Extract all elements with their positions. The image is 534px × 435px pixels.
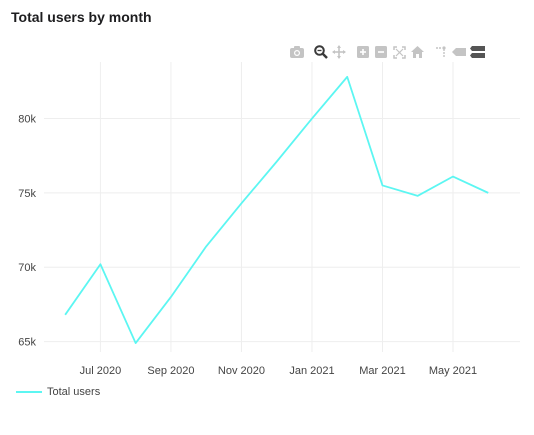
data-point[interactable]	[485, 190, 491, 196]
camera-icon[interactable]	[288, 43, 306, 61]
chart-title: Total users by month	[11, 9, 152, 25]
data-point[interactable]	[133, 340, 139, 346]
legend-item-total-users[interactable]: Total users	[16, 386, 100, 398]
y-tick-label: 75k	[18, 188, 36, 200]
y-tick-label: 65k	[18, 337, 36, 349]
series-layer	[62, 74, 491, 346]
zoom-icon[interactable]	[312, 43, 330, 61]
x-tick-label: May 2021	[429, 365, 477, 377]
zoom-in-icon[interactable]	[354, 43, 372, 61]
data-point[interactable]	[344, 74, 350, 80]
zoom-out-icon[interactable]	[372, 43, 390, 61]
data-point[interactable]	[415, 193, 421, 199]
home-icon[interactable]	[408, 43, 426, 61]
hover-compare-icon[interactable]	[468, 43, 486, 61]
data-point[interactable]	[274, 159, 280, 165]
data-point[interactable]	[238, 200, 244, 206]
spike-lines-icon[interactable]	[432, 43, 450, 61]
x-tick-label: Sep 2020	[147, 365, 194, 377]
legend-swatch	[16, 391, 42, 393]
x-tick-label: Jan 2021	[289, 365, 334, 377]
pan-icon[interactable]	[330, 43, 348, 61]
hover-closest-icon[interactable]	[450, 43, 468, 61]
series-line-total-users[interactable]	[64, 75, 489, 344]
y-axis: 65k 70k 75k 80k	[18, 114, 36, 349]
x-tick-label: Nov 2020	[218, 365, 265, 377]
data-point[interactable]	[379, 182, 385, 188]
x-axis: Jul 2020 Sep 2020 Nov 2020 Jan 2021 Mar 2021…	[80, 365, 478, 377]
x-gridlines	[99, 62, 454, 352]
data-point[interactable]	[168, 294, 174, 300]
y-tick-label: 70k	[18, 262, 36, 274]
y-tick-label: 80k	[18, 114, 36, 126]
legend-label: Total users	[47, 386, 101, 398]
autoscale-icon[interactable]	[390, 43, 408, 61]
x-tick-label: Mar 2021	[359, 365, 405, 377]
y-gridlines	[44, 118, 520, 343]
modebar	[288, 43, 486, 61]
data-point[interactable]	[309, 116, 315, 122]
data-point[interactable]	[97, 261, 103, 267]
data-point[interactable]	[203, 243, 209, 249]
data-point[interactable]	[450, 174, 456, 180]
x-tick-label: Jul 2020	[80, 365, 122, 377]
data-point[interactable]	[62, 312, 68, 318]
